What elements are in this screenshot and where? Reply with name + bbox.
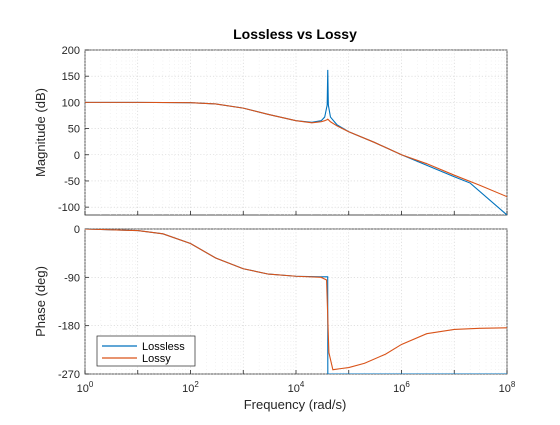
phase-series-lossy <box>85 229 507 371</box>
legend-label-lossless: Lossless <box>142 341 185 353</box>
legend-label-lossy: Lossy <box>142 353 171 365</box>
magnitude-axes-box <box>84 49 508 216</box>
y-tick-label: -50 <box>64 176 80 188</box>
y-tick-label: 150 <box>62 71 80 83</box>
y-tick-label: 50 <box>68 124 80 136</box>
phase-y-axis-label: Phase (deg) <box>33 266 48 337</box>
x-tick-label: 100 <box>77 380 94 395</box>
x-axis-label: Frequency (rad/s) <box>244 397 347 412</box>
y-tick-label: 0 <box>74 224 80 236</box>
y-tick-label: -270 <box>58 369 80 381</box>
x-tick-label: 106 <box>393 380 410 395</box>
phase-panel: 0 -90 -180 -270 Phase (deg) 100 102 104 106 108 <box>33 224 516 395</box>
y-tick-label: -100 <box>58 202 80 214</box>
y-tick-label: -180 <box>58 321 80 333</box>
magnitude-panel: 200 150 100 50 0 -50 -100 Magnitude (dB) <box>33 45 508 216</box>
x-tick-label: 102 <box>182 380 199 395</box>
x-tick-label: 104 <box>288 380 305 395</box>
magnitude-series-lossy <box>85 101 507 198</box>
y-tick-label: 200 <box>62 45 80 57</box>
magnitude-y-axis-label: Magnitude (dB) <box>33 88 48 177</box>
chart-title: Lossless vs Lossy <box>233 26 357 42</box>
y-tick-label: 100 <box>62 97 80 109</box>
x-tick-label: 108 <box>499 380 516 395</box>
y-tick-label: 0 <box>74 150 80 162</box>
legend-box <box>96 335 196 367</box>
y-tick-label: -90 <box>64 272 80 284</box>
